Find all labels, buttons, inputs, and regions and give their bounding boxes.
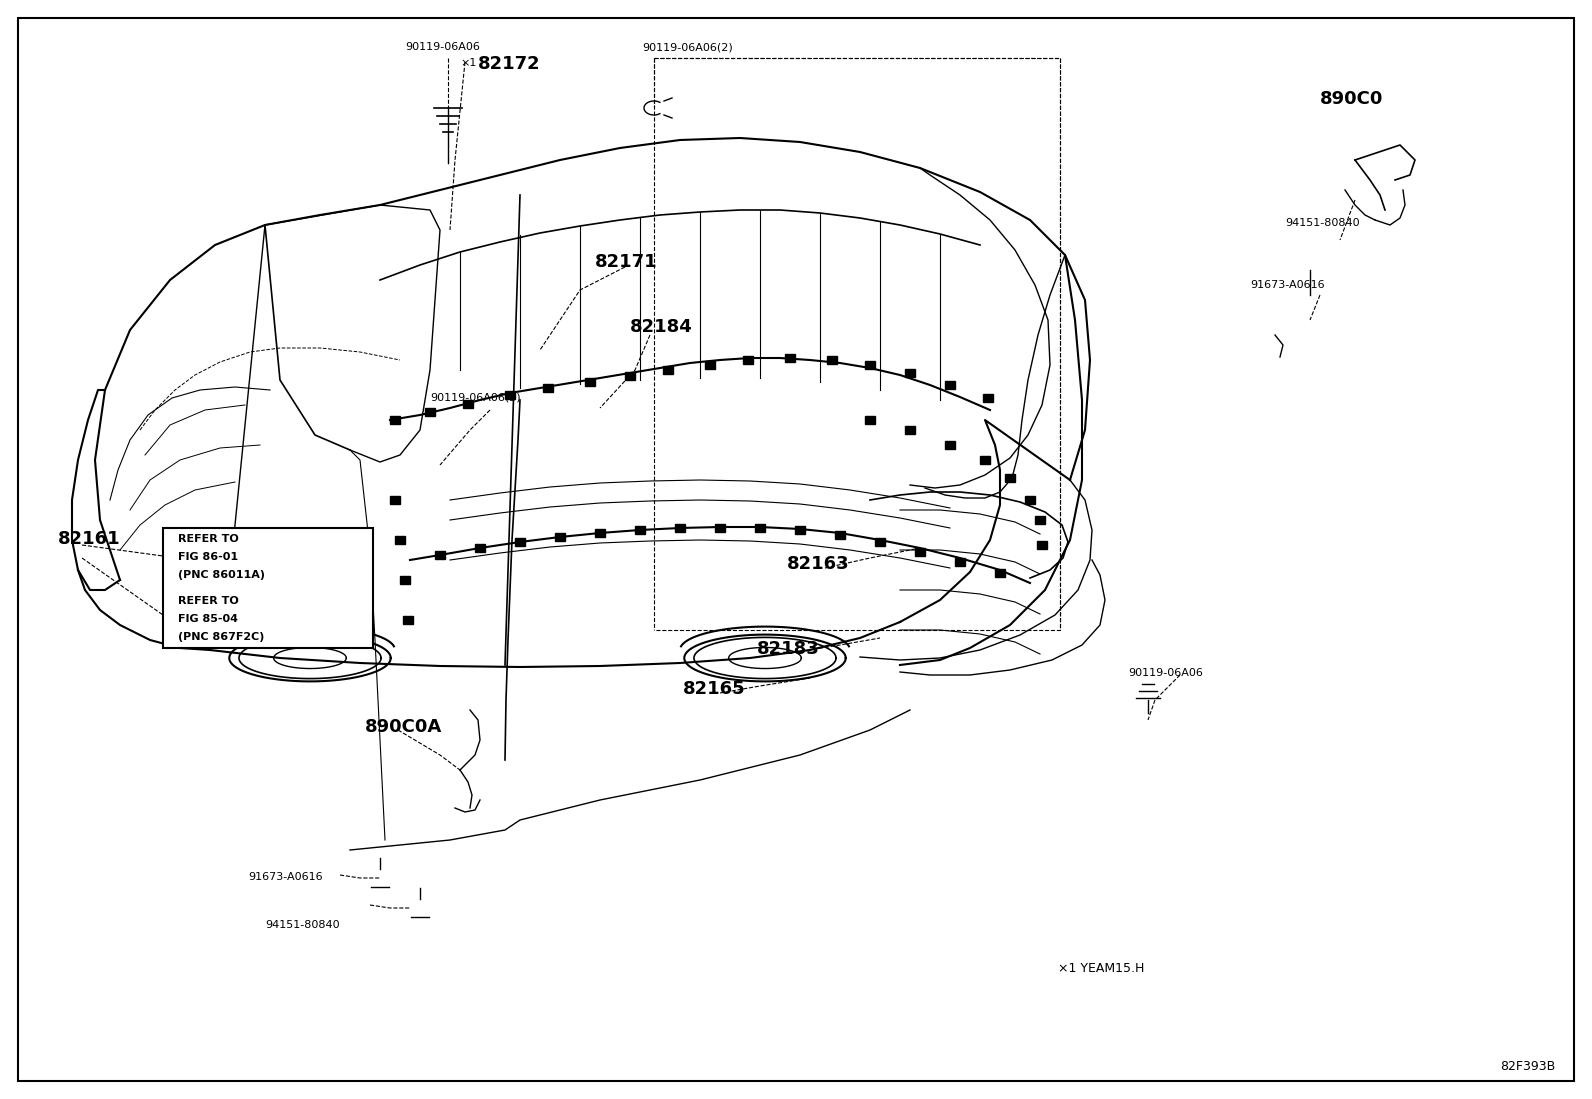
Text: 82184: 82184 <box>630 318 693 336</box>
Bar <box>425 408 435 417</box>
Bar <box>635 526 645 534</box>
Bar <box>946 441 955 449</box>
Bar <box>543 384 552 392</box>
Bar <box>584 378 595 386</box>
Text: 90119-06A06: 90119-06A06 <box>1129 668 1204 678</box>
Bar <box>556 533 565 541</box>
Bar <box>514 539 525 546</box>
Text: 890C0A: 890C0A <box>365 718 443 736</box>
Bar <box>876 539 885 546</box>
Text: 91673-A0616: 91673-A0616 <box>1250 280 1325 290</box>
Bar <box>1036 541 1048 550</box>
Bar <box>435 551 446 559</box>
Text: 82F393B: 82F393B <box>1500 1061 1555 1073</box>
Bar <box>955 558 965 566</box>
Text: REFER TO: REFER TO <box>178 596 239 606</box>
Text: 94151-80840: 94151-80840 <box>1285 218 1360 227</box>
Bar <box>626 371 635 380</box>
Bar <box>505 391 514 399</box>
Bar <box>675 524 685 532</box>
Bar <box>595 529 605 537</box>
Bar <box>834 531 845 539</box>
Bar <box>981 456 990 464</box>
Text: 91673-A0616: 91673-A0616 <box>248 872 323 882</box>
Bar <box>794 526 806 534</box>
Bar <box>904 426 915 434</box>
Bar <box>400 576 411 584</box>
Bar <box>662 366 673 374</box>
Bar <box>904 369 915 377</box>
Text: 82161: 82161 <box>57 530 121 548</box>
Bar <box>743 356 753 364</box>
Bar <box>946 381 955 389</box>
Text: 82171: 82171 <box>595 253 657 271</box>
Text: 82163: 82163 <box>786 555 850 573</box>
Text: 94151-80840: 94151-80840 <box>266 920 341 930</box>
Bar <box>1025 496 1035 504</box>
Text: (PNC 867F2C): (PNC 867F2C) <box>178 632 264 642</box>
Bar <box>995 569 1005 577</box>
Bar <box>705 360 715 369</box>
Bar <box>864 360 876 369</box>
Text: 82183: 82183 <box>758 640 820 658</box>
Text: FIG 86-01: FIG 86-01 <box>178 552 239 562</box>
Bar <box>982 395 993 402</box>
Text: 90119-06A06: 90119-06A06 <box>406 42 481 52</box>
Text: 90119-06A06(3): 90119-06A06(3) <box>430 393 521 403</box>
Bar <box>162 528 373 648</box>
Bar <box>474 544 486 552</box>
Bar <box>785 354 794 362</box>
Bar <box>390 417 400 424</box>
Bar <box>1035 517 1044 524</box>
Text: FIG 85-04: FIG 85-04 <box>178 614 237 624</box>
Bar <box>390 496 400 504</box>
Bar <box>715 524 724 532</box>
Bar <box>1005 474 1016 482</box>
Text: (PNC 86011A): (PNC 86011A) <box>178 570 264 580</box>
Text: 82172: 82172 <box>478 55 541 73</box>
Bar <box>755 524 766 532</box>
Bar <box>915 548 925 556</box>
Bar <box>463 400 473 408</box>
Text: ×1: ×1 <box>460 58 476 68</box>
Bar <box>395 536 404 544</box>
Text: 90119-06A06(2): 90119-06A06(2) <box>642 42 732 52</box>
Bar <box>403 617 412 624</box>
Bar <box>864 417 876 424</box>
Bar <box>826 356 837 364</box>
Text: ×1 YEAM15.H: ×1 YEAM15.H <box>1059 962 1145 975</box>
Text: 890C0: 890C0 <box>1320 90 1383 108</box>
Text: 82165: 82165 <box>683 680 745 698</box>
Text: REFER TO: REFER TO <box>178 534 239 544</box>
